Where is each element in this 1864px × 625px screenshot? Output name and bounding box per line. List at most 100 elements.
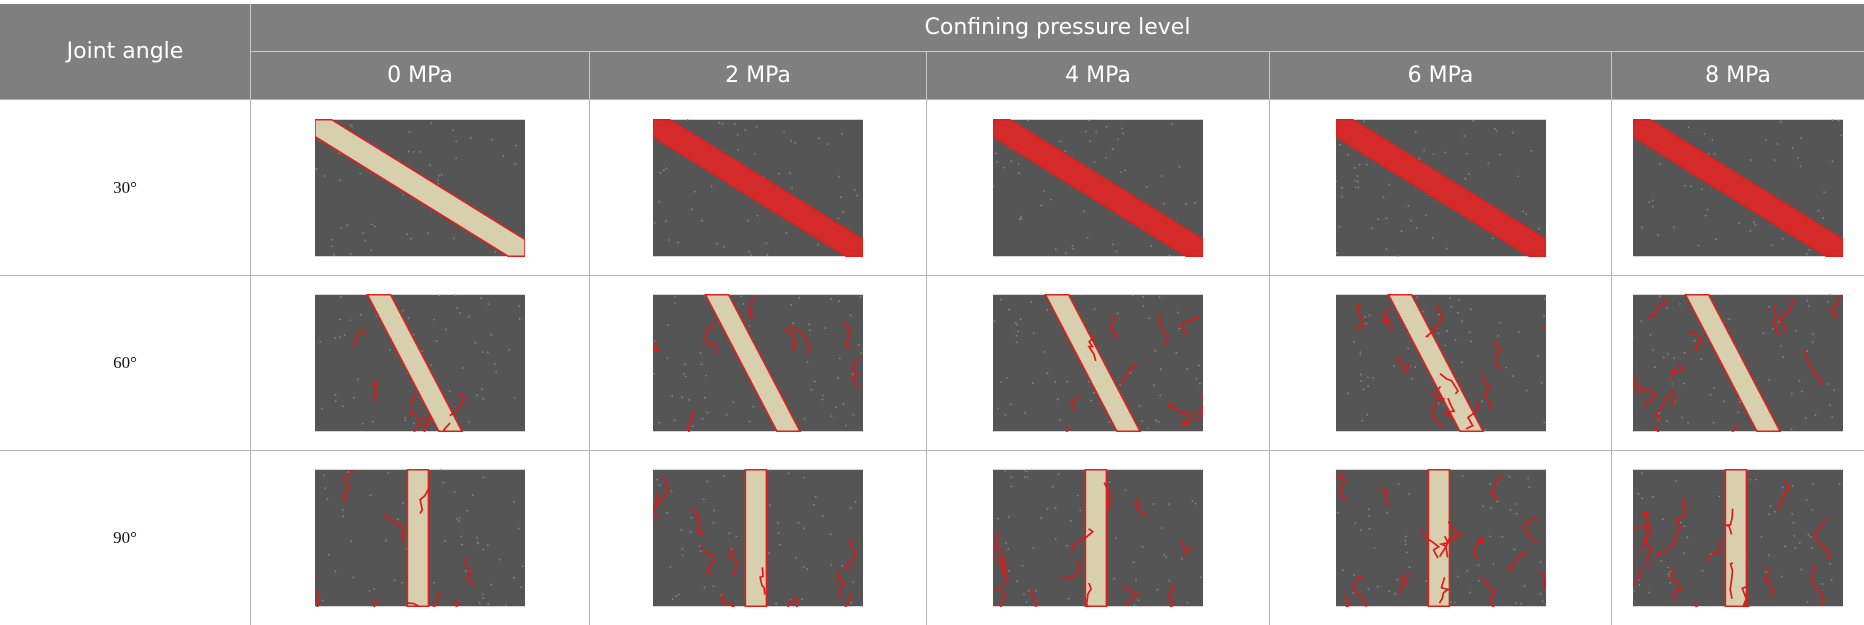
particle [747, 219, 749, 221]
particle [1832, 160, 1834, 162]
specimen-image [1336, 294, 1546, 432]
particle [1822, 217, 1824, 219]
column-header: 4 MPa [926, 51, 1269, 99]
particle [1738, 412, 1740, 414]
particle [748, 250, 750, 252]
image-cell [926, 450, 1269, 625]
particle [1489, 483, 1491, 485]
particle [1718, 496, 1720, 498]
particle [1812, 509, 1814, 511]
particle [522, 565, 524, 567]
particle [704, 587, 706, 589]
particle [1698, 244, 1700, 246]
particle [677, 241, 679, 243]
particle [707, 412, 709, 414]
particle [468, 421, 470, 423]
particle [742, 303, 744, 305]
particle [1179, 165, 1181, 167]
particle [1541, 600, 1543, 602]
particle [1499, 322, 1501, 324]
particle [1058, 473, 1060, 475]
particle [1185, 203, 1187, 205]
particle [822, 515, 824, 517]
particle [1040, 517, 1042, 519]
particle [1833, 389, 1835, 391]
particle [700, 550, 702, 552]
particle [665, 220, 667, 222]
particle [1701, 188, 1703, 190]
particle [443, 482, 445, 484]
particle [1011, 486, 1013, 488]
particle [1010, 404, 1012, 406]
particle [1159, 296, 1161, 298]
particle [353, 397, 355, 399]
particle [1161, 527, 1163, 529]
particle [1750, 230, 1752, 232]
particle [668, 239, 670, 241]
particle [362, 423, 364, 425]
particle [1024, 412, 1026, 414]
particle [1831, 579, 1833, 581]
image-cell [589, 450, 926, 625]
particle [1690, 185, 1692, 187]
particle [371, 223, 373, 225]
particle [997, 518, 999, 520]
particle [1511, 375, 1513, 377]
particle [1008, 309, 1010, 311]
particle [1666, 307, 1668, 309]
image-cell [589, 99, 926, 275]
particle [658, 200, 660, 202]
particle [705, 375, 707, 377]
particle [1539, 561, 1541, 563]
particle [1191, 500, 1193, 502]
particle [1497, 335, 1499, 337]
particle [479, 602, 481, 604]
particle [1714, 152, 1716, 154]
particle [1088, 119, 1090, 121]
particle [1094, 308, 1096, 310]
image-cell [1269, 450, 1611, 625]
particle [723, 245, 725, 247]
particle [1404, 540, 1406, 542]
particle [1649, 592, 1651, 594]
particle [1513, 548, 1515, 550]
image-cell [1611, 450, 1864, 625]
specimen-image [993, 119, 1203, 257]
particle [1827, 383, 1829, 385]
particle [1050, 198, 1052, 200]
particle [691, 517, 693, 519]
particle [1780, 345, 1782, 347]
particle [778, 172, 780, 174]
particle [1454, 602, 1456, 604]
particle [1468, 332, 1470, 334]
particle [767, 254, 769, 256]
particle [1139, 405, 1141, 407]
particle [775, 603, 777, 605]
particle [706, 481, 708, 483]
particle [402, 310, 404, 312]
particle [749, 325, 751, 327]
particle [1106, 126, 1108, 128]
particle [1470, 341, 1472, 343]
particle [1832, 119, 1834, 121]
particle [1026, 471, 1028, 473]
particle [1407, 204, 1409, 206]
particle [1194, 202, 1196, 204]
particle [1406, 551, 1408, 553]
particle [1508, 476, 1510, 478]
particle [1171, 122, 1173, 124]
particle [348, 471, 350, 473]
particle [831, 298, 833, 300]
particle [795, 557, 797, 559]
particle [319, 341, 321, 343]
particle [374, 225, 376, 227]
particle [1538, 227, 1540, 229]
particle [1543, 315, 1545, 317]
particle [328, 554, 330, 556]
particle [1450, 306, 1452, 308]
particle [1372, 377, 1374, 379]
particle [1023, 593, 1025, 595]
particle [1071, 244, 1073, 246]
particle [1366, 376, 1368, 378]
particle [1026, 601, 1028, 603]
